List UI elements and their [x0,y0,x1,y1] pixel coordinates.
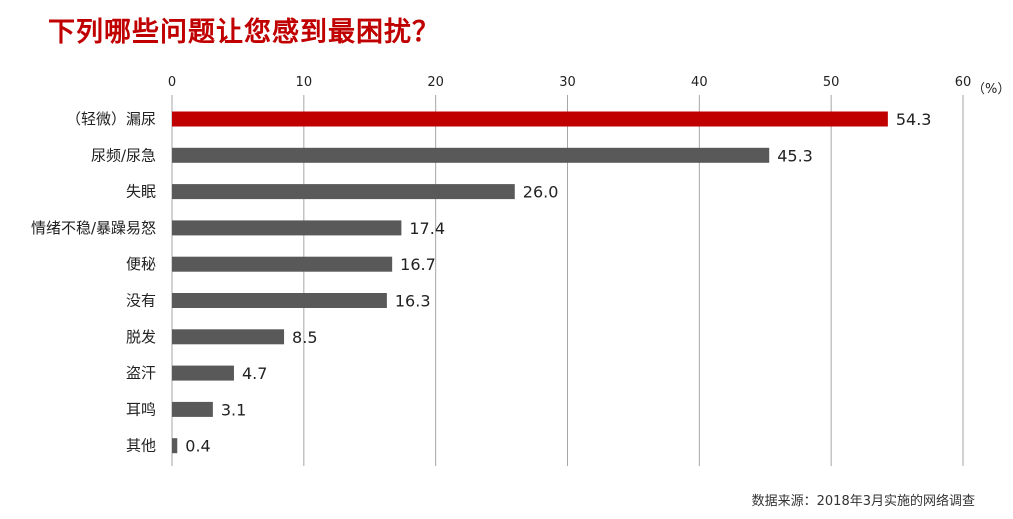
bar [172,184,515,200]
unit-label: （%） [972,82,1010,97]
bar [172,293,387,308]
x-tick-label: 0 [168,75,176,90]
x-tick-label: 10 [296,75,313,90]
x-tick-label: 60 [955,75,972,90]
value-label: 0.4 [185,437,210,456]
category-label: 其他 [126,437,156,455]
value-label: 17.4 [409,219,445,238]
category-label: 盗汗 [126,364,156,382]
value-label: 4.7 [242,364,267,383]
value-label: 16.7 [400,255,436,274]
value-label: 16.3 [395,292,431,311]
x-tick-label: 50 [823,75,840,90]
value-label: 8.5 [292,328,317,347]
category-label: 失眠 [126,183,156,201]
chart-title: 下列哪些问题让您感到最困扰？ [48,17,440,48]
bar-layer: （轻微）漏尿 54.3 尿频/尿急 45.3 失眠 26.0 情绪不稳/暴躁易怒 17.4 便秘… [31,110,932,456]
bar [172,365,234,381]
category-label: 耳鸣 [126,400,156,418]
bar [172,111,888,127]
x-tick-label: 40 [691,75,708,90]
bar [172,147,770,163]
category-label: 尿频/尿急 [91,146,156,164]
bar [172,401,213,417]
data-source-note: 数据来源：2018年3月实施的网络调查 [751,494,975,509]
tick-layer: 0 10 20 30 40 50 60 [168,75,971,90]
bar [172,220,402,236]
x-tick-label: 20 [427,75,444,90]
value-label: 54.3 [896,110,932,129]
category-label: 情绪不稳/暴躁易怒 [31,219,156,237]
category-label: 没有 [126,292,156,310]
x-tick-label: 30 [559,75,576,90]
category-label: 便秘 [126,255,156,273]
bar [172,329,285,345]
bar [172,256,393,272]
bar [172,438,178,454]
value-label: 26.0 [523,183,559,202]
value-label: 45.3 [777,146,813,165]
category-label: （轻微）漏尿 [66,110,156,128]
category-label: 脱发 [126,328,156,346]
value-label: 3.1 [221,400,246,419]
